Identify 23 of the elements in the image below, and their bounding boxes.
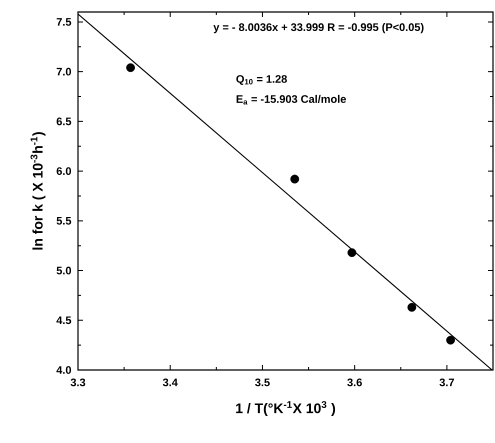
- x-tick-label: 3.5: [255, 378, 270, 386]
- point: [126, 63, 135, 72]
- point: [446, 336, 455, 345]
- annotation: E$_{a}$ = -15.903 Cal/mole: [236, 94, 346, 105]
- y-tick-label: 6.0: [56, 167, 72, 175]
- annotation: Q$_{10}$ = 1.28: [236, 75, 287, 85]
- y-tick-label: 6.5: [56, 118, 72, 126]
- y-tick-label: 7.5: [56, 18, 72, 26]
- y-axis-title: ln for k ( X 10$^{-3}$h$^{-1}$): [30, 132, 46, 250]
- x-tick-label: 3.3: [70, 378, 86, 386]
- x-tick-label: 3.4: [162, 378, 178, 386]
- point: [348, 248, 356, 258]
- y-tick-label: 5.5: [56, 217, 72, 225]
- point: [290, 174, 300, 184]
- y-tick-label: 4.0: [56, 366, 72, 374]
- x-axis-title: 1 / T(°K$^{-1}$X 10$^{3}$ ): [236, 401, 336, 416]
- annotation: y = - 8.0036x + 33.999 R = -0.995 (P<0.05): [213, 23, 424, 34]
- y-tick-label: 7.0: [56, 68, 72, 76]
- x-tick-label: 3.7: [440, 378, 454, 386]
- x-tick-label: 3.6: [347, 378, 362, 386]
- y-tick-label: 4.5: [56, 316, 72, 324]
- point: [407, 302, 416, 312]
- y-tick-label: 5.0: [56, 266, 72, 274]
